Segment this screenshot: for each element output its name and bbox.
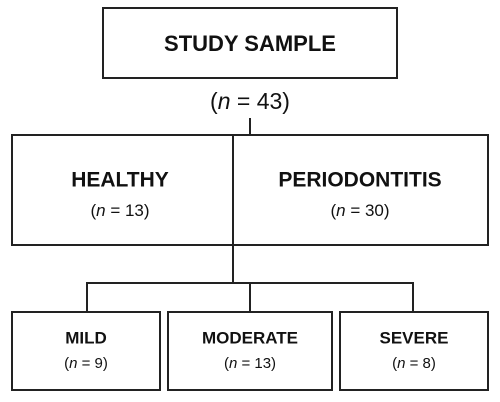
subgroup-label: SEVERE xyxy=(380,328,449,347)
subgroup-count: (n = 13) xyxy=(224,355,276,372)
sample-count: (n = 43) xyxy=(210,88,290,114)
group-box xyxy=(11,134,489,246)
subgroup-label: MODERATE xyxy=(202,328,298,347)
subgroup-box xyxy=(167,311,333,391)
subgroup-count: (n = 8) xyxy=(392,355,436,372)
sample-title: STUDY SAMPLE xyxy=(164,31,336,56)
group-count: (n = 13) xyxy=(90,201,149,220)
subgroup-box xyxy=(11,311,161,391)
group-count: (n = 30) xyxy=(330,201,389,220)
subgroup-label: MILD xyxy=(65,328,107,347)
subgroup-box xyxy=(339,311,489,391)
group-label: PERIODONTITIS xyxy=(278,169,441,192)
group-label: HEALTHY xyxy=(71,169,169,192)
sample-box xyxy=(102,7,398,79)
subgroup-count: (n = 9) xyxy=(64,355,108,372)
